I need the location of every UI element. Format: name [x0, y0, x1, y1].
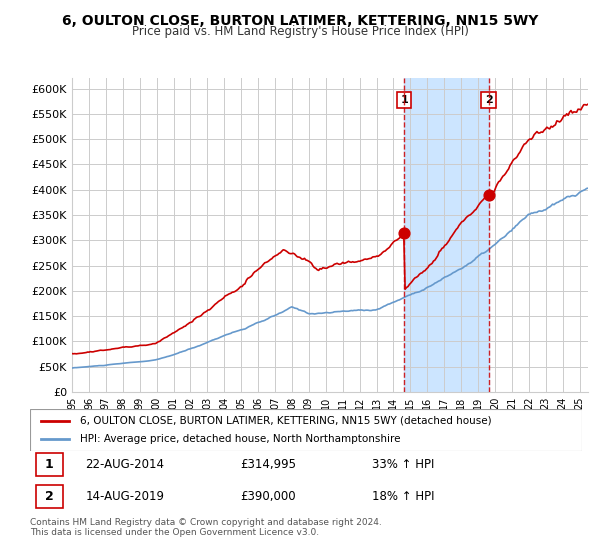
Text: 33% ↑ HPI: 33% ↑ HPI	[372, 458, 434, 470]
Bar	[404, 78, 488, 392]
Text: 1: 1	[45, 458, 53, 470]
FancyBboxPatch shape	[30, 409, 582, 451]
FancyBboxPatch shape	[35, 452, 63, 475]
Text: 2: 2	[45, 490, 53, 503]
FancyBboxPatch shape	[35, 485, 63, 508]
Text: 6, OULTON CLOSE, BURTON LATIMER, KETTERING, NN15 5WY (detached house): 6, OULTON CLOSE, BURTON LATIMER, KETTERI…	[80, 416, 491, 426]
Text: £314,995: £314,995	[240, 458, 296, 470]
Text: 6, OULTON CLOSE, BURTON LATIMER, KETTERING, NN15 5WY: 6, OULTON CLOSE, BURTON LATIMER, KETTERI…	[62, 14, 538, 28]
Text: £390,000: £390,000	[240, 490, 295, 503]
Point	[400, 228, 409, 237]
Text: 1: 1	[400, 95, 408, 105]
Text: Price paid vs. HM Land Registry's House Price Index (HPI): Price paid vs. HM Land Registry's House …	[131, 25, 469, 38]
Point	[484, 190, 493, 199]
Text: HPI: Average price, detached house, North Northamptonshire: HPI: Average price, detached house, Nort…	[80, 434, 400, 444]
Text: 2: 2	[485, 95, 493, 105]
Text: 18% ↑ HPI: 18% ↑ HPI	[372, 490, 435, 503]
Text: 14-AUG-2019: 14-AUG-2019	[85, 490, 164, 503]
Text: Contains HM Land Registry data © Crown copyright and database right 2024.
This d: Contains HM Land Registry data © Crown c…	[30, 518, 382, 538]
Text: 22-AUG-2014: 22-AUG-2014	[85, 458, 164, 470]
